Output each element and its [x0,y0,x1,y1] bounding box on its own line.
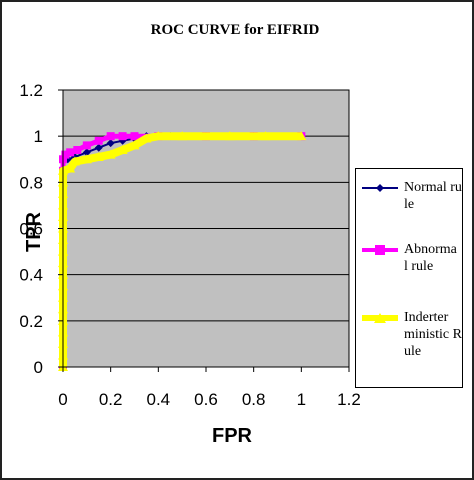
y-tick-label: 0.8 [19,173,43,192]
legend: Normal rule Abnorma l rule Inderter mini… [355,168,463,388]
data-point [73,146,82,155]
data-point [69,156,80,166]
y-tick-label: 1.2 [19,81,43,100]
data-point [81,154,92,164]
x-tick-label: 1 [297,390,306,409]
chart-title: ROC CURVE for EIFRID [150,22,320,38]
y-tick-label: 0.4 [19,266,43,285]
legend-label-abnormal: Abnorma l rule [404,242,457,274]
plot-border [62,89,350,368]
x-tick-label: 0 [58,390,67,409]
y-axis-label: TPR [23,211,45,252]
x-tick-label: 0.8 [242,390,266,409]
data-point [177,131,188,141]
data-point [106,132,115,141]
x-axis-label: FPR [212,425,253,447]
data-point [296,131,307,141]
y-tick-label: 0 [34,358,43,377]
x-tick-label: 0.6 [194,390,218,409]
y-tick-label: 1 [34,127,43,146]
legend-label-inderterministic: Inderter ministic Rule [404,310,462,359]
data-point [82,141,91,150]
x-tick-label: 0.4 [147,390,171,409]
data-point [224,131,235,141]
legend-label-normal: Normal rule [404,180,462,212]
data-point [61,150,70,159]
data-point [260,131,271,141]
data-point [66,148,75,157]
data-point [94,136,103,145]
data-point [82,148,91,157]
data-point [65,163,76,173]
data-point [106,139,115,148]
data-point [93,151,104,161]
data-point [129,140,140,150]
data-point [94,143,103,152]
data-point [141,133,152,143]
data-point [118,132,127,141]
legend-marker-abnormal [362,245,398,255]
data-point [117,145,128,155]
legend-marker-normal [362,184,398,192]
axes: 0 0.2 0.4 0.6 0.8 1 1.2 0 0.2 0.4 0.6 0.8 1 1.2 [19,81,360,409]
data-point [105,149,116,159]
legend-marker-inderterministic [362,313,398,323]
data-point [130,132,139,141]
y-tick-label: 0.2 [19,312,43,331]
y-tick-label: 0.6 [19,220,43,239]
data-point [153,131,164,141]
x-tick-label: 1.2 [337,390,361,409]
x-tick-label: 0.2 [99,390,123,409]
